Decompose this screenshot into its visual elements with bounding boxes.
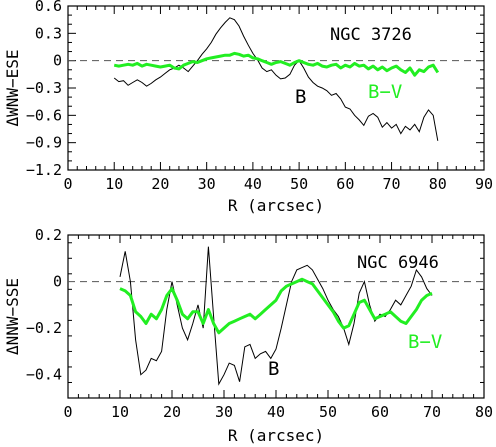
- x-tick-label: 50: [319, 403, 337, 421]
- galaxy-label: NGC 6946: [357, 253, 439, 273]
- galaxy-label: NGC 3726: [330, 25, 412, 45]
- series-line-b: [113, 17, 439, 141]
- x-tick-label: 30: [198, 175, 216, 193]
- series-line-b: [119, 246, 433, 386]
- x-tick-label: 60: [336, 175, 354, 193]
- y-axis-title: ΔWNW−ESE: [3, 49, 22, 126]
- series-label-b-v: B−V: [408, 331, 442, 353]
- y-tick-label: 0: [53, 52, 62, 70]
- series-line-b-v: [113, 51, 440, 77]
- x-tick-label: 40: [244, 175, 262, 193]
- x-tick-label: 10: [105, 175, 123, 193]
- x-tick-label: 20: [163, 403, 181, 421]
- series-label-b: B: [268, 358, 279, 380]
- y-tick-label: −0.3: [26, 79, 62, 97]
- y-tick-label: 0: [53, 273, 62, 291]
- series-line-b-v: [119, 277, 433, 335]
- y-tick-label: −0.4: [26, 366, 62, 384]
- x-tick-label: 60: [371, 403, 389, 421]
- y-tick-label: −0.6: [26, 106, 62, 124]
- x-axis-title: R (arcsec): [228, 426, 324, 445]
- y-tick-label: 0.3: [35, 24, 62, 42]
- chart-panel-1: 0 10 20 30 40 50 60 70 80 90 −1.2 −0.9 −0.6 −0.3 0 0.3 0…: [3, 0, 493, 215]
- series-label-b: B: [295, 86, 306, 108]
- y-tick-label: 0.2: [35, 226, 62, 244]
- chart-panel-2: 0 10 20 30 40 50 60 70 80 −0.4 −0.2 0 0.2 B B−V NGC 694…: [3, 226, 493, 445]
- y-axis-title: ΔNNW−SSE: [3, 278, 22, 355]
- x-tick-label: 0: [63, 403, 72, 421]
- x-tick-label: 40: [267, 403, 285, 421]
- y-tick-label: −1.2: [26, 161, 62, 179]
- y-tick-label: −0.9: [26, 134, 62, 152]
- x-tick-label: 70: [423, 403, 441, 421]
- x-tick-label: 80: [429, 175, 447, 193]
- x-tick-label: 20: [151, 175, 169, 193]
- y-tick-label: 0.6: [35, 0, 62, 15]
- x-tick-label: 80: [475, 403, 493, 421]
- series-label-b-v: B−V: [368, 81, 402, 103]
- x-axis-title: R (arcsec): [228, 196, 324, 215]
- x-tick-label: 50: [290, 175, 308, 193]
- plot-frame: [67, 5, 485, 171]
- x-tick-label: 0: [63, 175, 72, 193]
- x-tick-label: 30: [215, 403, 233, 421]
- x-tick-label: 10: [111, 403, 129, 421]
- y-tick-label: −0.2: [26, 319, 62, 337]
- x-tick-label: 70: [383, 175, 401, 193]
- x-tick-label: 90: [475, 175, 493, 193]
